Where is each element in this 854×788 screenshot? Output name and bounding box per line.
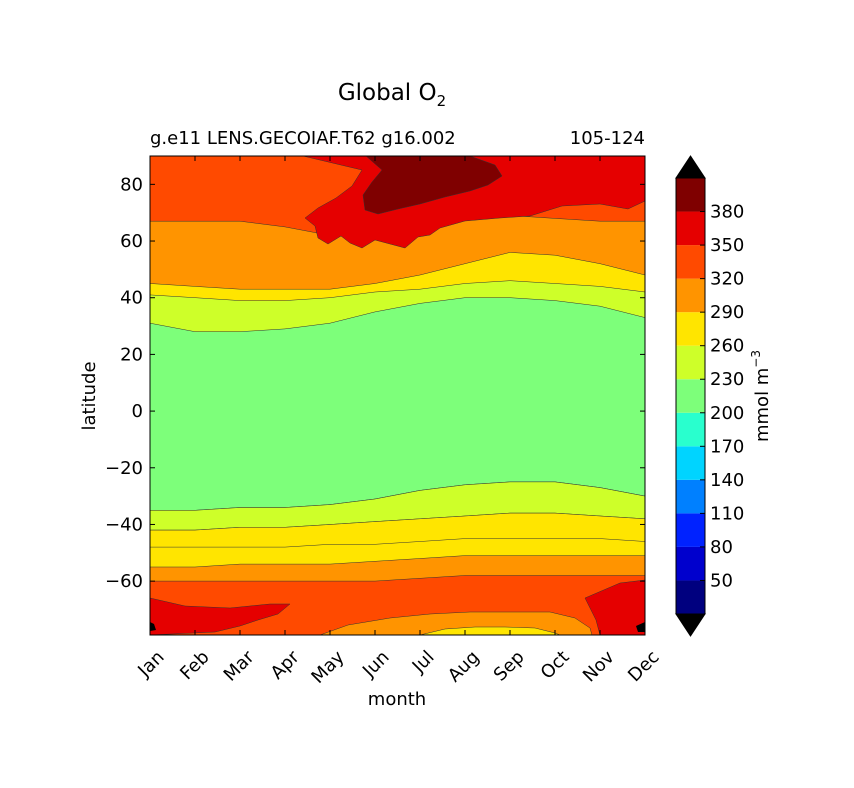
- x-tick-label-Mar: Mar: [220, 646, 259, 685]
- colorbar-tick-label-170: 170: [710, 436, 744, 457]
- colorbar-band-140-170: [676, 446, 705, 480]
- colorbar-label-superscript: −3: [749, 350, 763, 368]
- x-tick-label-Aug: Aug: [444, 647, 484, 687]
- x-tick-label-Feb: Feb: [176, 647, 213, 684]
- x-tick-label-May: May: [307, 646, 348, 687]
- chart-subtitle-left: g.e11 LENS.GECOIAF.T62 g16.002: [150, 128, 456, 149]
- colorbar-band-80-110: [676, 513, 705, 547]
- contour-blob-380-410-1: [362, 156, 503, 215]
- contour-band-260-290-6: [150, 512, 645, 548]
- colorbar-tick-label-260: 260: [710, 336, 744, 357]
- y-tick-label-80: 80: [120, 174, 143, 195]
- colorbar-band-110-140: [676, 479, 705, 514]
- y-tick-label--40: −40: [105, 514, 143, 535]
- x-axis-label: month: [368, 689, 426, 710]
- colorbar-tick-label-380: 380: [710, 202, 744, 223]
- colorbar-band-260-290: [676, 312, 705, 346]
- chart-title-subscript: 2: [437, 92, 447, 110]
- colorbar-band-290-320: [676, 278, 705, 313]
- y-tick-label-40: 40: [120, 288, 143, 309]
- colorbar-tick-label-350: 350: [710, 235, 744, 256]
- plot-frame: [149, 155, 646, 636]
- colorbar-tick-label-230: 230: [710, 369, 744, 390]
- plot-area: [150, 156, 645, 635]
- x-tick-label-Nov: Nov: [579, 646, 619, 686]
- colorbar-tick-label-290: 290: [710, 302, 744, 323]
- colorbar-tick-label-80: 80: [710, 537, 733, 558]
- colorbar-tick-label-110: 110: [710, 503, 744, 524]
- x-tick-label-Dec: Dec: [624, 647, 663, 686]
- contour-blob-350-380-2: [150, 579, 645, 635]
- colorbar-band-350-380: [676, 211, 705, 246]
- chart-subtitle-right: 105-124: [570, 128, 645, 149]
- y-tick-label--20: −20: [105, 458, 143, 479]
- colorbar-tick-label-140: 140: [710, 470, 744, 491]
- y-axis: 80 60 40 20 0 −20 −40 −60: [105, 174, 645, 592]
- colorbar-band-20-50: [676, 580, 705, 614]
- colorbar: 50 80 110 140 170 200 230 260 290 320 350 380: [675, 155, 744, 637]
- colorbar-band-230-260: [676, 345, 705, 380]
- colorbar-band-320-350: [676, 245, 705, 279]
- colorbar-tick-label-320: 320: [710, 269, 744, 290]
- x-tick-label-Apr: Apr: [267, 646, 304, 683]
- y-tick-label-60: 60: [120, 231, 143, 252]
- y-tick-label-20: 20: [120, 344, 143, 365]
- colorbar-band-170-200: [676, 412, 705, 447]
- y-tick-label--60: −60: [105, 571, 143, 592]
- colorbar-tick-label-50: 50: [710, 570, 733, 591]
- colorbar-under-arrow: [675, 613, 706, 637]
- colorbar-over-arrow: [675, 155, 706, 179]
- colorbar-tick-label-200: 200: [710, 403, 744, 424]
- x-tick-label-Oct: Oct: [537, 647, 574, 684]
- x-tick-label-Jul: Jul: [408, 647, 439, 678]
- chart-title: Global O2: [338, 80, 446, 110]
- colorbar-band-50-80: [676, 546, 705, 581]
- colorbar-frame: [675, 177, 706, 615]
- x-tick-label-Jan: Jan: [133, 647, 168, 682]
- x-tick-label-Jun: Jun: [358, 647, 393, 682]
- x-tick-label-Sep: Sep: [490, 647, 529, 686]
- y-axis-label: latitude: [79, 361, 100, 430]
- colorbar-label: mmol m−3: [749, 350, 773, 442]
- colorbar-band-200-230: [676, 379, 705, 413]
- colorbar-band-380-410: [676, 178, 705, 212]
- y-tick-label-0: 0: [132, 401, 143, 422]
